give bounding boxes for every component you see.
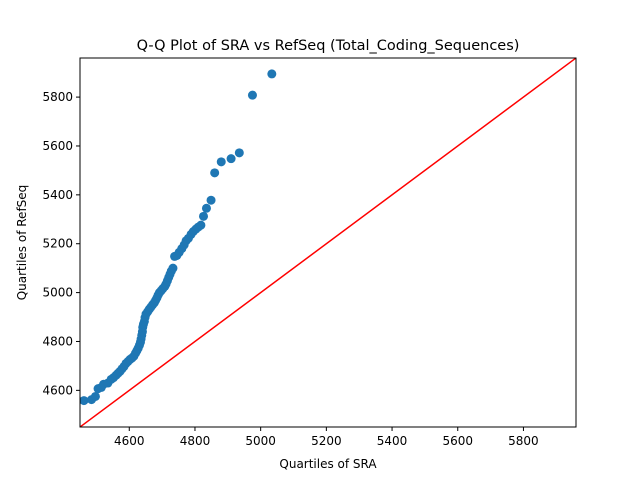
data-point	[210, 168, 220, 178]
data-point	[206, 195, 216, 205]
x-axis: 4600 4800 5000 5200 5400 5600 5800	[114, 427, 539, 448]
y-tick-label: 5200	[42, 237, 73, 251]
x-tick-label: 5600	[442, 434, 473, 448]
x-tick-label: 4800	[180, 434, 211, 448]
data-point	[234, 148, 244, 158]
y-axis-label: Quartiles of RefSeq	[15, 185, 29, 301]
data-point	[216, 157, 226, 167]
plot-frame	[79, 57, 577, 428]
data-point	[226, 154, 236, 164]
x-tick-label: 4600	[114, 434, 145, 448]
data-point	[199, 211, 209, 221]
x-tick-label: 5400	[377, 434, 408, 448]
data-point	[168, 263, 178, 273]
data-point	[247, 90, 257, 100]
x-tick-label: 5200	[311, 434, 342, 448]
x-tick-label: 5000	[245, 434, 276, 448]
reference-line	[80, 58, 576, 427]
data-point	[196, 220, 206, 230]
data-point	[90, 391, 100, 401]
y-axis: 4600 4800 5000 5200 5400 5600 5800	[42, 90, 80, 397]
chart-title: Q-Q Plot of SRA vs RefSeq (Total_Coding_…	[137, 38, 520, 54]
data-point	[267, 69, 277, 79]
y-tick-label: 4600	[42, 383, 73, 397]
y-tick-label: 4800	[42, 334, 73, 348]
x-tick-label: 5800	[508, 434, 539, 448]
y-tick-label: 5600	[42, 139, 73, 153]
y-tick-label: 5000	[42, 286, 73, 300]
x-axis-label: Quartiles of SRA	[279, 457, 377, 471]
data-point	[80, 396, 89, 406]
y-tick-label: 5800	[42, 90, 73, 104]
y-tick-label: 5400	[42, 188, 73, 202]
data-point	[201, 203, 211, 213]
